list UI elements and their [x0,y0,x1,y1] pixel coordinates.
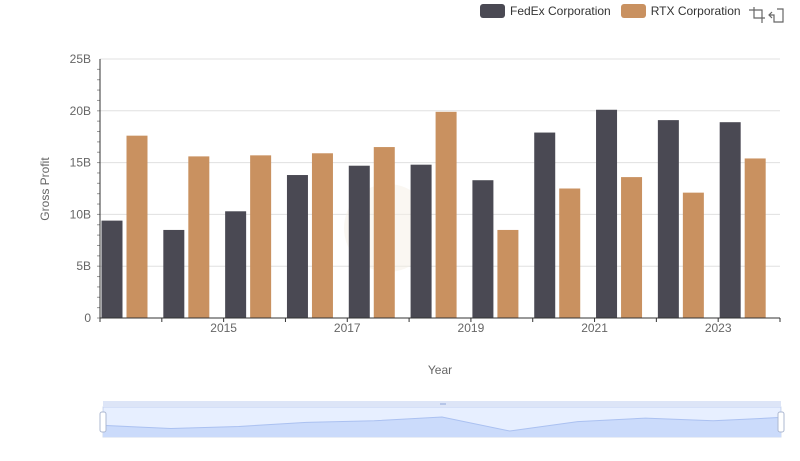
x-tick-label: 2017 [334,321,361,335]
bar-rtx-2017 [311,153,333,318]
bar-fedex-2022 [596,109,618,318]
y-tick-label: 15B [70,156,91,170]
bar-rtx-2014 [126,135,148,318]
toolbox [746,6,786,24]
y-tick-label: 20B [70,104,91,118]
bar-rtx-2021 [559,188,581,318]
bar-fedex-2021 [534,132,556,318]
bar-rtx-2019 [435,111,457,318]
bar-fedex-2020 [472,180,494,318]
zoom-preview-line [102,416,782,432]
bar-fedex-2024 [719,122,741,318]
bar-fedex-2019 [410,164,432,318]
legend-item-rtx[interactable]: RTX Corporation [620,4,741,18]
x-axis-title: Year [428,363,452,377]
bar-fedex-2018 [348,165,370,318]
bar-rtx-2016 [250,155,272,318]
zoom-handle-left [99,411,107,433]
y-tick-label: 10B [70,207,91,221]
x-tick-label: 2019 [458,321,485,335]
y-tick-label: 5B [76,259,91,273]
x-tick-label: 2015 [210,321,237,335]
bar-fedex-2015 [163,229,185,318]
zoom-selection [103,407,781,437]
y-tick-label: 0 [84,311,91,325]
zoom-handle-right [777,411,785,433]
legend-label-rtx: RTX Corporation [650,4,741,18]
zoom-preview-area [103,417,781,437]
bar-fedex-2016 [225,211,247,318]
x-tick-label: 2021 [581,321,608,335]
bar-rtx-2024 [744,158,766,318]
legend-label-fedex: FedEx Corporation [510,4,611,18]
bar-fedex-2023 [657,120,679,319]
bar-fedex-2014 [101,220,123,318]
bars-group [101,109,766,319]
y-tick-label: 25B [70,52,91,66]
data-zoom-slider[interactable] [99,401,785,438]
bar-rtx-2022 [621,177,643,318]
bar-rtx-2023 [682,192,704,318]
legend: FedEx Corporation RTX Corporation [480,4,751,18]
legend-swatch-fedex [480,4,505,18]
bar-rtx-2020 [497,229,519,318]
legend-item-fedex[interactable]: FedEx Corporation [480,4,611,18]
zoom-reset-icon[interactable] [768,6,786,24]
bar-rtx-2018 [373,147,395,318]
y-axis-title: Gross Profit [38,157,52,221]
bar-fedex-2017 [286,175,308,318]
legend-swatch-rtx [620,4,646,18]
axes-group: 0 5B 10B 15B 20B 25B 2015 2017 2019 2021 2023 [70,52,781,335]
x-tick-label: 2023 [705,321,732,335]
zoom-select-icon[interactable] [748,6,766,24]
bar-rtx-2015 [188,156,210,318]
